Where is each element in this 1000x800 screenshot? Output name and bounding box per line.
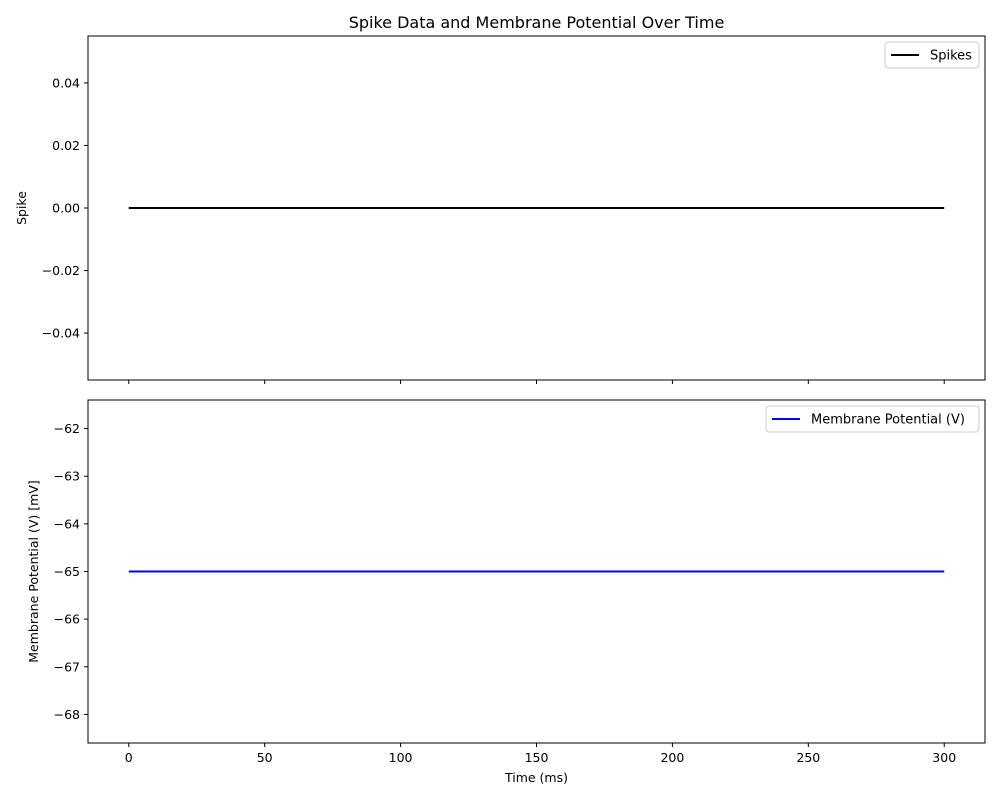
legend: Membrane Potential (V) xyxy=(765,405,980,433)
x-tick-label: 50 xyxy=(257,750,273,765)
y-tick-label: −64 xyxy=(54,516,80,531)
y-tick-label: 0.02 xyxy=(52,138,80,153)
y-tick-label: −0.04 xyxy=(42,326,80,341)
y-tick-label: 0.04 xyxy=(52,75,80,90)
y-tick-label: −66 xyxy=(54,612,80,627)
x-tick-label: 300 xyxy=(932,750,956,765)
x-tick-label: 150 xyxy=(525,750,549,765)
y-tick-label: −67 xyxy=(54,659,80,674)
legend-label: Spikes xyxy=(930,49,972,64)
legend-box xyxy=(884,41,980,69)
legend-label: Membrane Potential (V) xyxy=(811,413,965,428)
y-tick-label: −0.02 xyxy=(42,263,80,278)
y-tick-label: 0.00 xyxy=(52,201,80,216)
y-tick-label: −68 xyxy=(54,707,80,722)
y-tick-label: −63 xyxy=(54,469,80,484)
x-tick-label: 200 xyxy=(660,750,684,765)
legend-box xyxy=(765,405,980,433)
subplot-2: −68 −67 −66 −65 −64 −63 −62 0 50 100 150 200 250 300 T… xyxy=(26,399,986,785)
y-tick-label: −62 xyxy=(54,421,80,436)
x-tick-label: 250 xyxy=(796,750,820,765)
y-axis-label: Spike xyxy=(14,191,29,225)
chart-title: Spike Data and Membrane Potential Over T… xyxy=(349,13,725,32)
y-tick-label: −65 xyxy=(54,564,80,579)
x-tick-label: 0 xyxy=(125,750,133,765)
legend: Spikes xyxy=(884,41,980,69)
x-tick-label: 100 xyxy=(389,750,413,765)
y-axis-label: Membrane Potential (V) [mV] xyxy=(26,480,41,662)
subplot-1: −0.04 −0.02 0.00 0.02 0.04 Spike Data and Mem… xyxy=(14,13,986,384)
x-axis-label: Time (ms) xyxy=(504,770,568,785)
